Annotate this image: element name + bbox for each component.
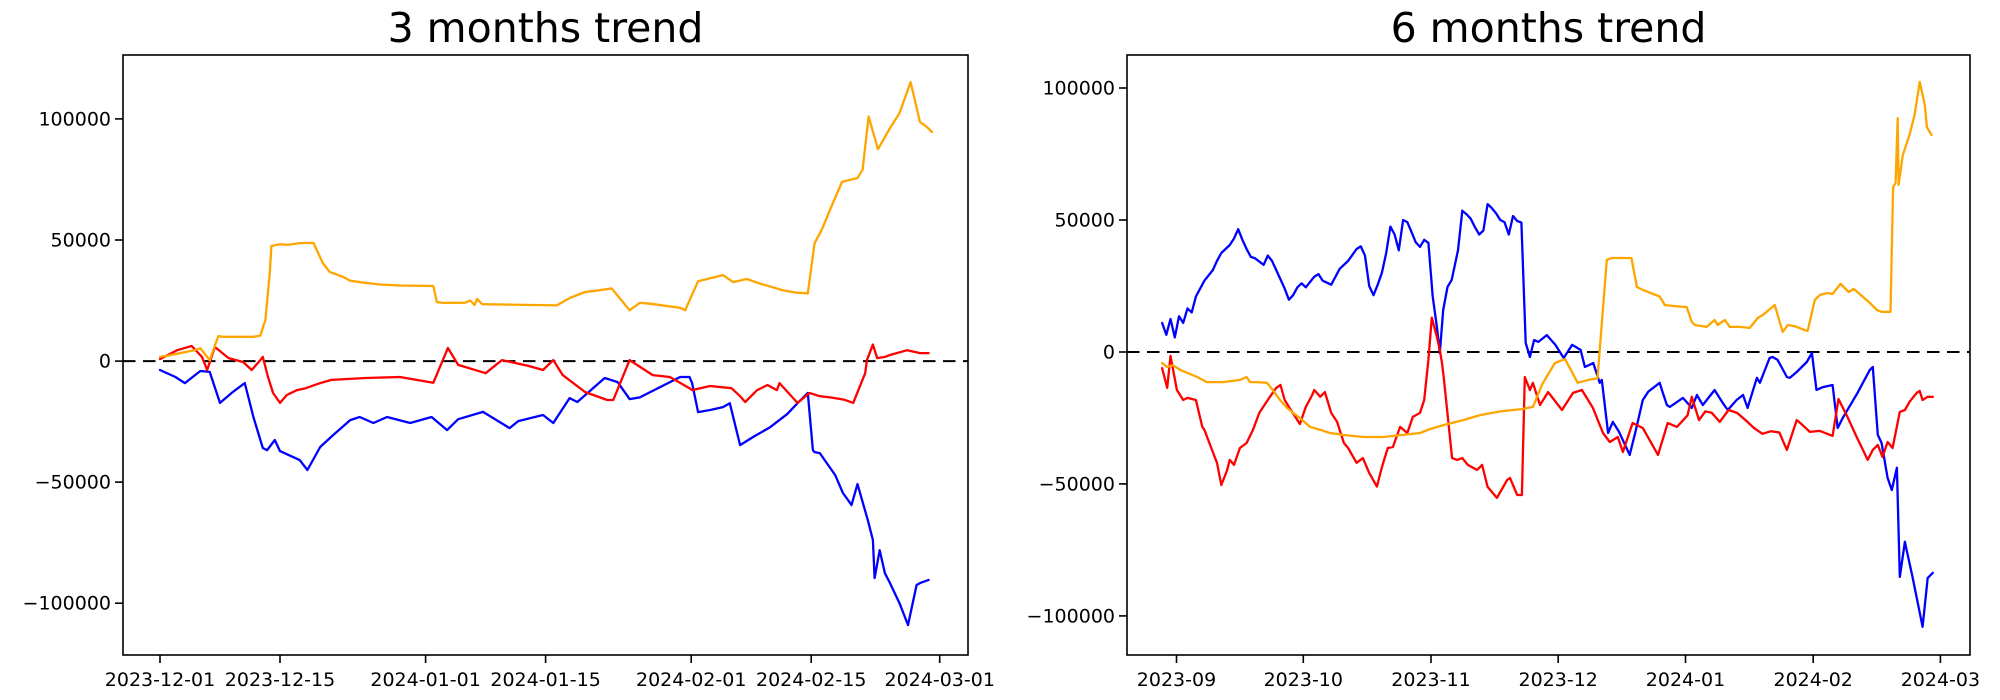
plot-border xyxy=(122,54,969,656)
y-tick-label: 0 xyxy=(1103,342,1115,364)
y-tick-label: 100000 xyxy=(38,108,111,130)
blue-series-line xyxy=(158,368,930,627)
x-tick-label: 2024-02 xyxy=(1774,669,1853,691)
red-series-line xyxy=(158,343,930,405)
y-tick-label: −100000 xyxy=(23,593,111,615)
chart-plot-6-months: 2023-09 2023-10 2023-11 2023-12 2024-01 2024-… xyxy=(1027,54,1980,691)
x-tick-label: 2024-02-15 xyxy=(756,669,866,691)
blue-series-line xyxy=(1160,202,1934,628)
x-tick-label: 2024-01 xyxy=(1646,669,1725,691)
x-tick-label: 2024-01-15 xyxy=(490,669,600,691)
y-tick-label: 50000 xyxy=(51,230,111,252)
y-tick-label: −50000 xyxy=(1039,473,1115,495)
chart-6-months: 6 months trend 2023-09 2023-10 2023-11 2023… xyxy=(1000,0,2000,700)
x-tick-label: 2024-01-01 xyxy=(370,669,480,691)
chart-3-months: 3 months trend 2023-12-01 2023-12-15 2024-… xyxy=(23,4,995,691)
y-tick-label: 100000 xyxy=(1042,78,1115,100)
x-tick-label: 2023-09 xyxy=(1137,669,1216,691)
red-series-line xyxy=(1160,316,1934,500)
chart-title: 6 months trend xyxy=(1390,4,1707,52)
x-tick-label: 2023-11 xyxy=(1391,669,1470,691)
plot-border xyxy=(1126,54,1971,656)
x-tick-label: 2023-10 xyxy=(1264,669,1343,691)
x-tick-label: 2024-02-01 xyxy=(636,669,746,691)
orange-series-line xyxy=(1160,80,1933,439)
x-tick-label: 2023-12-01 xyxy=(105,669,215,691)
chart-title: 3 months trend xyxy=(387,4,704,52)
x-tick-label: 2024-03 xyxy=(1901,669,1980,691)
y-tick-label: −100000 xyxy=(1027,605,1115,627)
x-tick-label: 2023-12-15 xyxy=(225,669,335,691)
x-tick-label: 2024-03-01 xyxy=(884,669,994,691)
orange-series-line xyxy=(158,80,934,362)
chart-plot-3-months: 2023-12-01 2023-12-15 2024-01-01 2024-01-15… xyxy=(23,54,995,691)
y-tick-label: 50000 xyxy=(1055,210,1115,232)
x-tick-label: 2023-12 xyxy=(1519,669,1598,691)
y-tick-label: −50000 xyxy=(35,472,111,494)
y-tick-label: 0 xyxy=(99,351,111,373)
